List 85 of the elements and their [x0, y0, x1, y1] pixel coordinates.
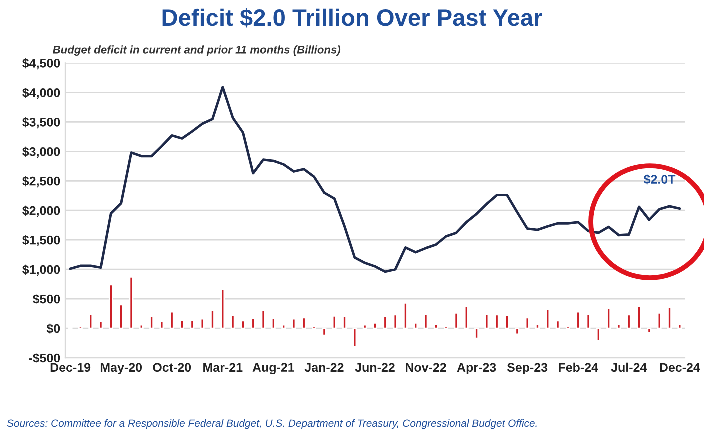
bar	[616, 324, 622, 330]
bar	[484, 314, 490, 330]
bar	[150, 316, 154, 330]
bar	[383, 316, 388, 330]
bar	[474, 328, 480, 340]
source-note: Sources: Committee for a Responsible Federal Budget, U.S. Department of Treasury, Congressional Budget Office.	[7, 419, 537, 430]
bar	[414, 322, 418, 330]
bar	[434, 324, 438, 330]
y-tick-label: $0	[46, 324, 60, 334]
bar	[596, 328, 601, 342]
y-tick-label: $4,000	[22, 88, 60, 100]
y-tick-label: $1,500	[22, 235, 60, 247]
bar	[454, 312, 459, 330]
x-tick-label: Nov-22	[406, 363, 446, 372]
bar	[515, 328, 520, 336]
bar	[678, 324, 682, 330]
bar	[251, 318, 256, 330]
bar	[424, 314, 428, 330]
bar	[302, 317, 306, 330]
bar	[546, 308, 550, 330]
bar	[170, 311, 174, 330]
y-tick-label: $2,000	[22, 206, 60, 218]
line-series	[69, 86, 682, 274]
bar	[108, 284, 114, 330]
bar	[160, 320, 164, 330]
y-tick-label: -$500	[29, 353, 60, 364]
bar	[129, 276, 134, 330]
bar	[261, 310, 266, 330]
x-tick-label: Oct-20	[153, 363, 192, 372]
x-tick-label: Dec-19	[50, 363, 91, 372]
bar	[393, 314, 398, 330]
x-tick-label: Feb-24	[559, 362, 598, 372]
bar	[180, 320, 184, 330]
bar	[464, 306, 469, 330]
bar	[88, 314, 94, 330]
y-tick-label: $4,500	[22, 58, 60, 70]
bar	[556, 320, 560, 330]
y-tick-label: $1,000	[22, 264, 60, 276]
y-tick-label: $3,000	[22, 146, 60, 158]
x-tick-label: Mar-21	[204, 363, 243, 372]
x-tick-label: Jun-22	[355, 363, 395, 372]
bar	[119, 304, 124, 330]
x-tick-label: Aug-21	[252, 363, 295, 375]
bar	[494, 314, 500, 330]
bar	[637, 306, 642, 330]
bar	[373, 322, 378, 330]
bar	[322, 328, 327, 336]
bar	[606, 308, 612, 330]
chart-title: Deficit $2.0 Trillion Over Past Year	[162, 8, 542, 28]
bar	[332, 315, 337, 330]
x-tick-label: Jul-24	[611, 362, 648, 372]
bar	[536, 324, 540, 330]
bar	[647, 328, 652, 334]
bar	[210, 310, 215, 330]
bar	[668, 306, 672, 330]
bar	[342, 316, 347, 330]
bar	[139, 324, 144, 330]
bar	[230, 314, 236, 330]
x-tick-label: Dec-24	[660, 363, 700, 372]
bar	[292, 318, 296, 330]
x-tick-label: Sep-23	[507, 363, 548, 375]
bar	[626, 314, 632, 330]
chart-subtitle: Budget deficit in current and prior 11 months (Billions)	[52, 46, 341, 56]
y-tick-label: $500	[32, 294, 60, 305]
bar	[576, 311, 581, 330]
bar	[240, 320, 246, 330]
bar	[98, 320, 104, 330]
bar	[586, 314, 591, 330]
bar	[282, 324, 286, 330]
bar	[362, 324, 368, 330]
bar	[352, 328, 358, 348]
bar	[220, 288, 226, 330]
annotation: $2.0T	[644, 174, 676, 185]
x-tick-label: Jan-22	[304, 363, 344, 372]
x-tick-label: May-20	[100, 363, 142, 375]
bar	[271, 318, 276, 330]
y-tick-label: $3,500	[22, 117, 60, 129]
x-tick-label: Apr-23	[457, 363, 496, 375]
bar	[525, 317, 530, 330]
bar	[505, 314, 510, 330]
bar	[190, 320, 195, 330]
bar	[200, 318, 205, 330]
bar	[403, 302, 408, 330]
y-tick-label: $2,500	[22, 176, 60, 188]
bar	[657, 312, 662, 330]
